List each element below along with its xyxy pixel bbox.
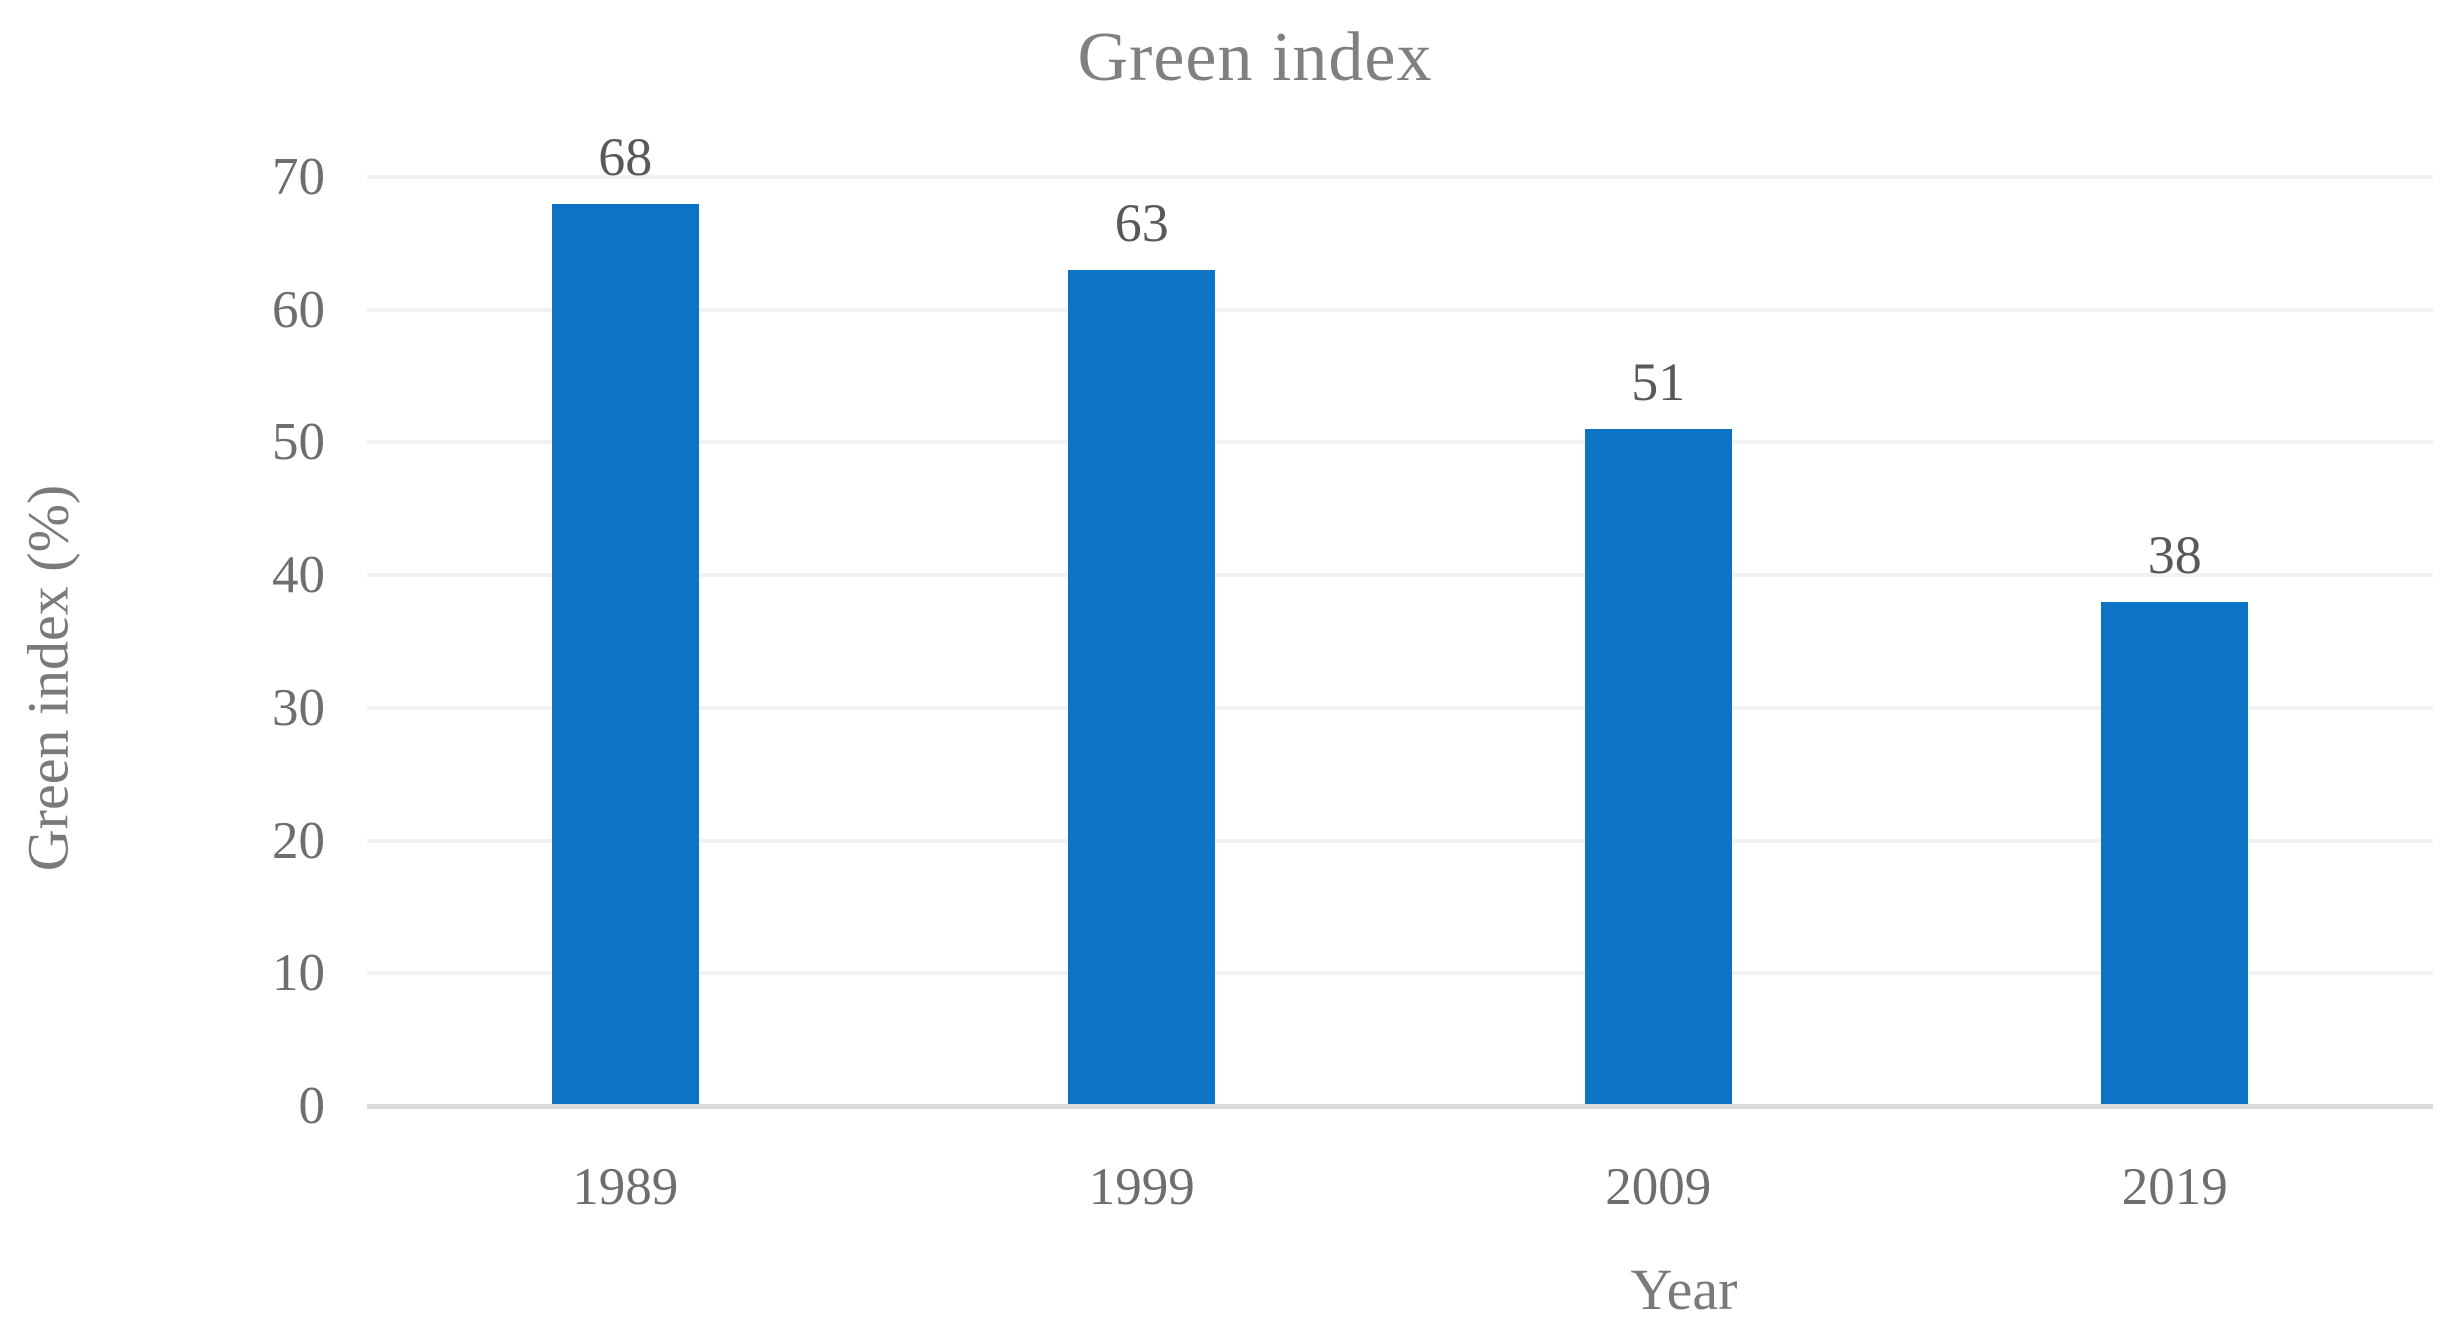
y-tick-label: 70 xyxy=(272,148,325,206)
x-tick-label: 1989 xyxy=(572,1158,679,1216)
gridline xyxy=(367,971,2433,976)
bar-value-label: 68 xyxy=(598,126,653,187)
gridline xyxy=(367,440,2433,445)
x-axis-title: Year xyxy=(1630,1257,1738,1322)
bar xyxy=(551,203,699,1106)
bar xyxy=(1068,269,1216,1106)
gridline xyxy=(367,838,2433,843)
x-tick-label: 2019 xyxy=(2121,1158,2228,1216)
gridline xyxy=(367,307,2433,312)
y-tick-label: 60 xyxy=(272,280,325,339)
x-axis-line xyxy=(367,1104,2433,1109)
y-tick-label: 10 xyxy=(272,944,325,1003)
x-tick-label: 1999 xyxy=(1088,1158,1195,1216)
gridline xyxy=(367,573,2433,578)
bar-value-label: 38 xyxy=(2147,524,2202,585)
bar-value-label: 63 xyxy=(1114,192,1169,253)
y-tick-label: 30 xyxy=(272,678,325,737)
gridline xyxy=(367,705,2433,710)
y-tick-label: 50 xyxy=(272,413,325,472)
bar xyxy=(1584,429,1732,1106)
bar-value-label: 51 xyxy=(1631,352,1686,413)
chart-title: Green index xyxy=(1077,19,1433,96)
y-tick-label: 40 xyxy=(272,546,325,605)
y-tick-label: 0 xyxy=(298,1077,326,1135)
gridline xyxy=(367,175,2433,179)
x-tick-label: 2009 xyxy=(1605,1158,1712,1216)
y-tick-label: 20 xyxy=(272,811,325,870)
bar xyxy=(2101,601,2249,1106)
